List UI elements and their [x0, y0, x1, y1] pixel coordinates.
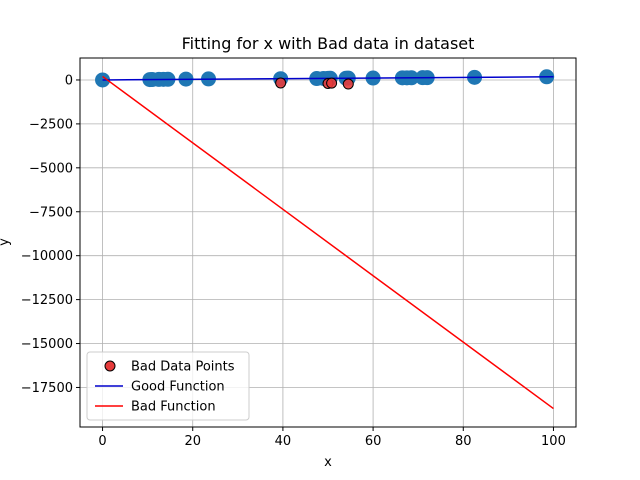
x-tick-label: 100 [541, 434, 566, 449]
x-axis-label: x [324, 455, 332, 470]
chart-title: Fitting for x with Bad data in dataset [182, 34, 475, 53]
x-tick-label: 40 [275, 434, 292, 449]
bad-data-point [275, 77, 287, 89]
legend-label: Good Function [131, 380, 225, 395]
legend-label: Bad Data Points [131, 360, 235, 375]
x-axis: 0 20 40 60 80 100 [98, 427, 566, 449]
grid [80, 58, 576, 427]
y-tick-label: −12500 [21, 293, 73, 308]
bad-data-point [326, 77, 338, 89]
legend-box [86, 351, 250, 421]
bad-data-point [342, 78, 354, 90]
y-tick-label: −2500 [29, 117, 73, 132]
y-tick-label: 0 [65, 73, 73, 88]
x-tick-label: 20 [184, 434, 201, 449]
x-tick-label: 0 [98, 434, 106, 449]
x-tick-label: 80 [455, 434, 472, 449]
legend-marker [104, 360, 116, 372]
y-tick-label: −15000 [21, 337, 73, 352]
y-axis: 0 −2500 −5000 −7500 −10000 −12500 −15000 −17500 [21, 73, 80, 396]
plot-content [95, 69, 555, 410]
y-tick-label: −10000 [21, 249, 73, 264]
y-tick-label: −7500 [29, 205, 73, 220]
y-tick-label: −5000 [29, 161, 73, 176]
plot-frame [79, 57, 577, 428]
legend: Bad Data Points Good Function Bad Function [86, 351, 250, 421]
legend-label: Bad Function [131, 400, 216, 415]
x-tick-label: 60 [365, 434, 382, 449]
bad-function-line [102, 75, 554, 410]
y-axis-label: y [0, 238, 12, 246]
y-tick-label: −17500 [21, 381, 73, 396]
